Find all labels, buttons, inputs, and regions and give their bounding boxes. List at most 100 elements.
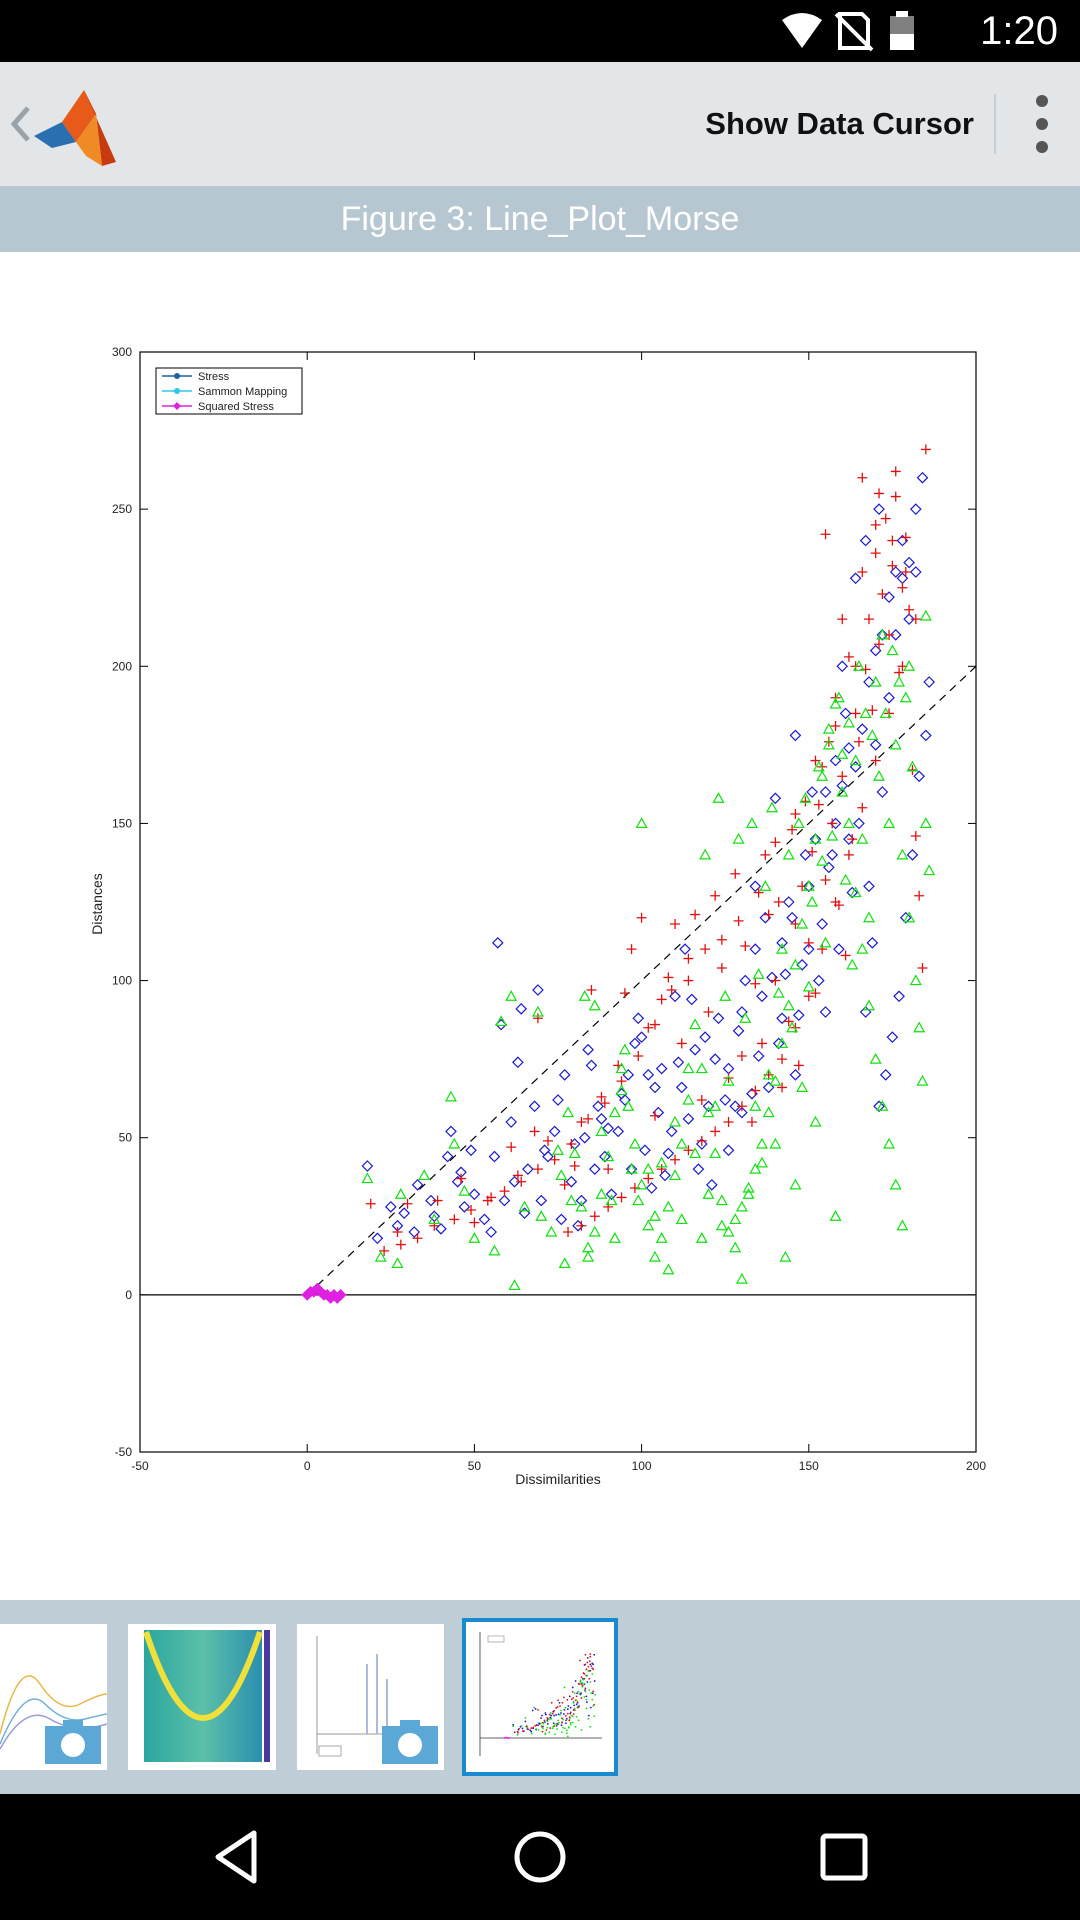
plus-point <box>920 444 931 455</box>
triangle-point <box>488 1244 501 1256</box>
triangle-point <box>602 1150 615 1162</box>
plus-point <box>783 1016 794 1027</box>
diamond-point <box>361 1160 374 1172</box>
toolbar-divider <box>994 94 996 154</box>
triangle-point <box>896 848 909 860</box>
mini-point <box>533 1706 536 1709</box>
recents-square-icon[interactable] <box>814 1827 874 1887</box>
mini-point <box>557 1713 560 1716</box>
scatter-chart[interactable]: -50 0 50 100 150 200 -50 0 50 100 150 200 250 300 Dis… <box>0 252 1080 1600</box>
triangle-point <box>762 1106 775 1118</box>
matlab-logo-icon <box>34 90 116 166</box>
home-circle-icon[interactable] <box>510 1827 570 1887</box>
plus-point <box>683 975 694 986</box>
mini-point <box>579 1679 582 1682</box>
plus-point <box>512 1170 523 1181</box>
diamond-point <box>736 1106 748 1119</box>
back-chevron-icon[interactable] <box>6 100 36 148</box>
diamond-point <box>776 937 788 949</box>
plus-point <box>746 1117 757 1127</box>
diamond-point <box>632 1012 645 1025</box>
diamond-point <box>769 792 782 805</box>
mini-point <box>575 1715 578 1718</box>
mini-point <box>566 1699 569 1701</box>
triangle-point <box>762 1068 775 1080</box>
diamond-point <box>682 1113 695 1125</box>
diamond-point <box>839 707 852 720</box>
triangle-point <box>769 1074 782 1086</box>
mini-point <box>574 1725 577 1728</box>
diamond-point <box>679 943 691 955</box>
diamond-point <box>863 676 875 688</box>
diamond-point <box>752 1050 765 1062</box>
diamond-point <box>435 1223 447 1235</box>
diamond-point <box>792 1009 805 1021</box>
diamond-point <box>859 1006 872 1018</box>
diamond-point <box>619 1094 631 1106</box>
app-bar: Show Data Cursor <box>0 62 1080 186</box>
x-axis-label: Dissimilarities <box>515 1471 601 1487</box>
mini-point <box>529 1729 532 1732</box>
mini-point <box>546 1717 549 1720</box>
triangle-point <box>739 1012 752 1023</box>
diamond-point <box>849 572 862 585</box>
plus-point <box>696 1135 707 1146</box>
plus-point <box>787 824 798 835</box>
mini-point <box>560 1712 562 1714</box>
plus-point <box>910 614 921 625</box>
figure-title: Figure 3: Line_Plot_Morse <box>340 200 740 238</box>
figure-canvas[interactable]: -50 0 50 100 150 200 -50 0 50 100 150 200 250 300 Dis… <box>0 252 1080 1600</box>
mini-point <box>551 1727 554 1730</box>
mini-point <box>589 1706 592 1709</box>
mini-point <box>586 1657 589 1659</box>
mini-point <box>583 1682 586 1685</box>
triangle-point <box>662 1200 675 1212</box>
plus-point <box>542 1135 553 1146</box>
diamond-point <box>528 1100 541 1113</box>
diamond-point <box>588 1163 601 1175</box>
overflow-menu-icon[interactable] <box>1022 92 1062 156</box>
mini-point <box>551 1712 554 1715</box>
mini-point <box>540 1724 543 1727</box>
plus-point <box>877 589 888 599</box>
triangle-point <box>782 999 795 1011</box>
mini-point <box>569 1721 572 1724</box>
thumb-bar-plot[interactable] <box>297 1624 444 1770</box>
plus-point <box>857 472 868 483</box>
mini-point <box>584 1687 587 1690</box>
triangle-point <box>896 1219 909 1231</box>
mini-point <box>580 1729 583 1731</box>
mini-point <box>586 1661 589 1664</box>
triangle-point <box>689 1147 702 1159</box>
plus-point <box>760 849 771 860</box>
mini-point <box>522 1730 524 1732</box>
diamond-point <box>505 1116 518 1128</box>
triangle-point <box>849 754 862 766</box>
plus-point <box>449 1214 460 1225</box>
mini-point <box>566 1712 569 1715</box>
plus-point <box>843 849 854 860</box>
mini-point <box>524 1716 527 1719</box>
diamond-point <box>398 1207 411 1219</box>
y-axis-label: Distances <box>89 873 105 934</box>
diamond-point <box>879 1069 892 1081</box>
triangle-point <box>779 1250 792 1262</box>
mini-point <box>562 1718 564 1721</box>
plus-point <box>770 975 781 986</box>
show-data-cursor-button[interactable]: Show Data Cursor <box>705 106 974 141</box>
triangle-point <box>662 1263 675 1275</box>
diamond-point <box>602 1122 615 1135</box>
plus-point <box>777 1082 788 1093</box>
diamond-point <box>873 1100 885 1113</box>
triangle-point <box>458 1184 471 1196</box>
back-triangle-icon[interactable] <box>208 1827 268 1887</box>
camera-icon <box>382 1720 438 1764</box>
plus-point <box>870 755 881 766</box>
diamond-point <box>598 1150 611 1163</box>
thumb-scatter-plot[interactable] <box>462 1618 618 1776</box>
triangle-point <box>916 1074 929 1086</box>
thumb-surface[interactable] <box>128 1624 276 1770</box>
plus-point <box>823 736 834 747</box>
triangle-point <box>618 1043 631 1055</box>
thumb-line-plot[interactable] <box>0 1624 107 1770</box>
